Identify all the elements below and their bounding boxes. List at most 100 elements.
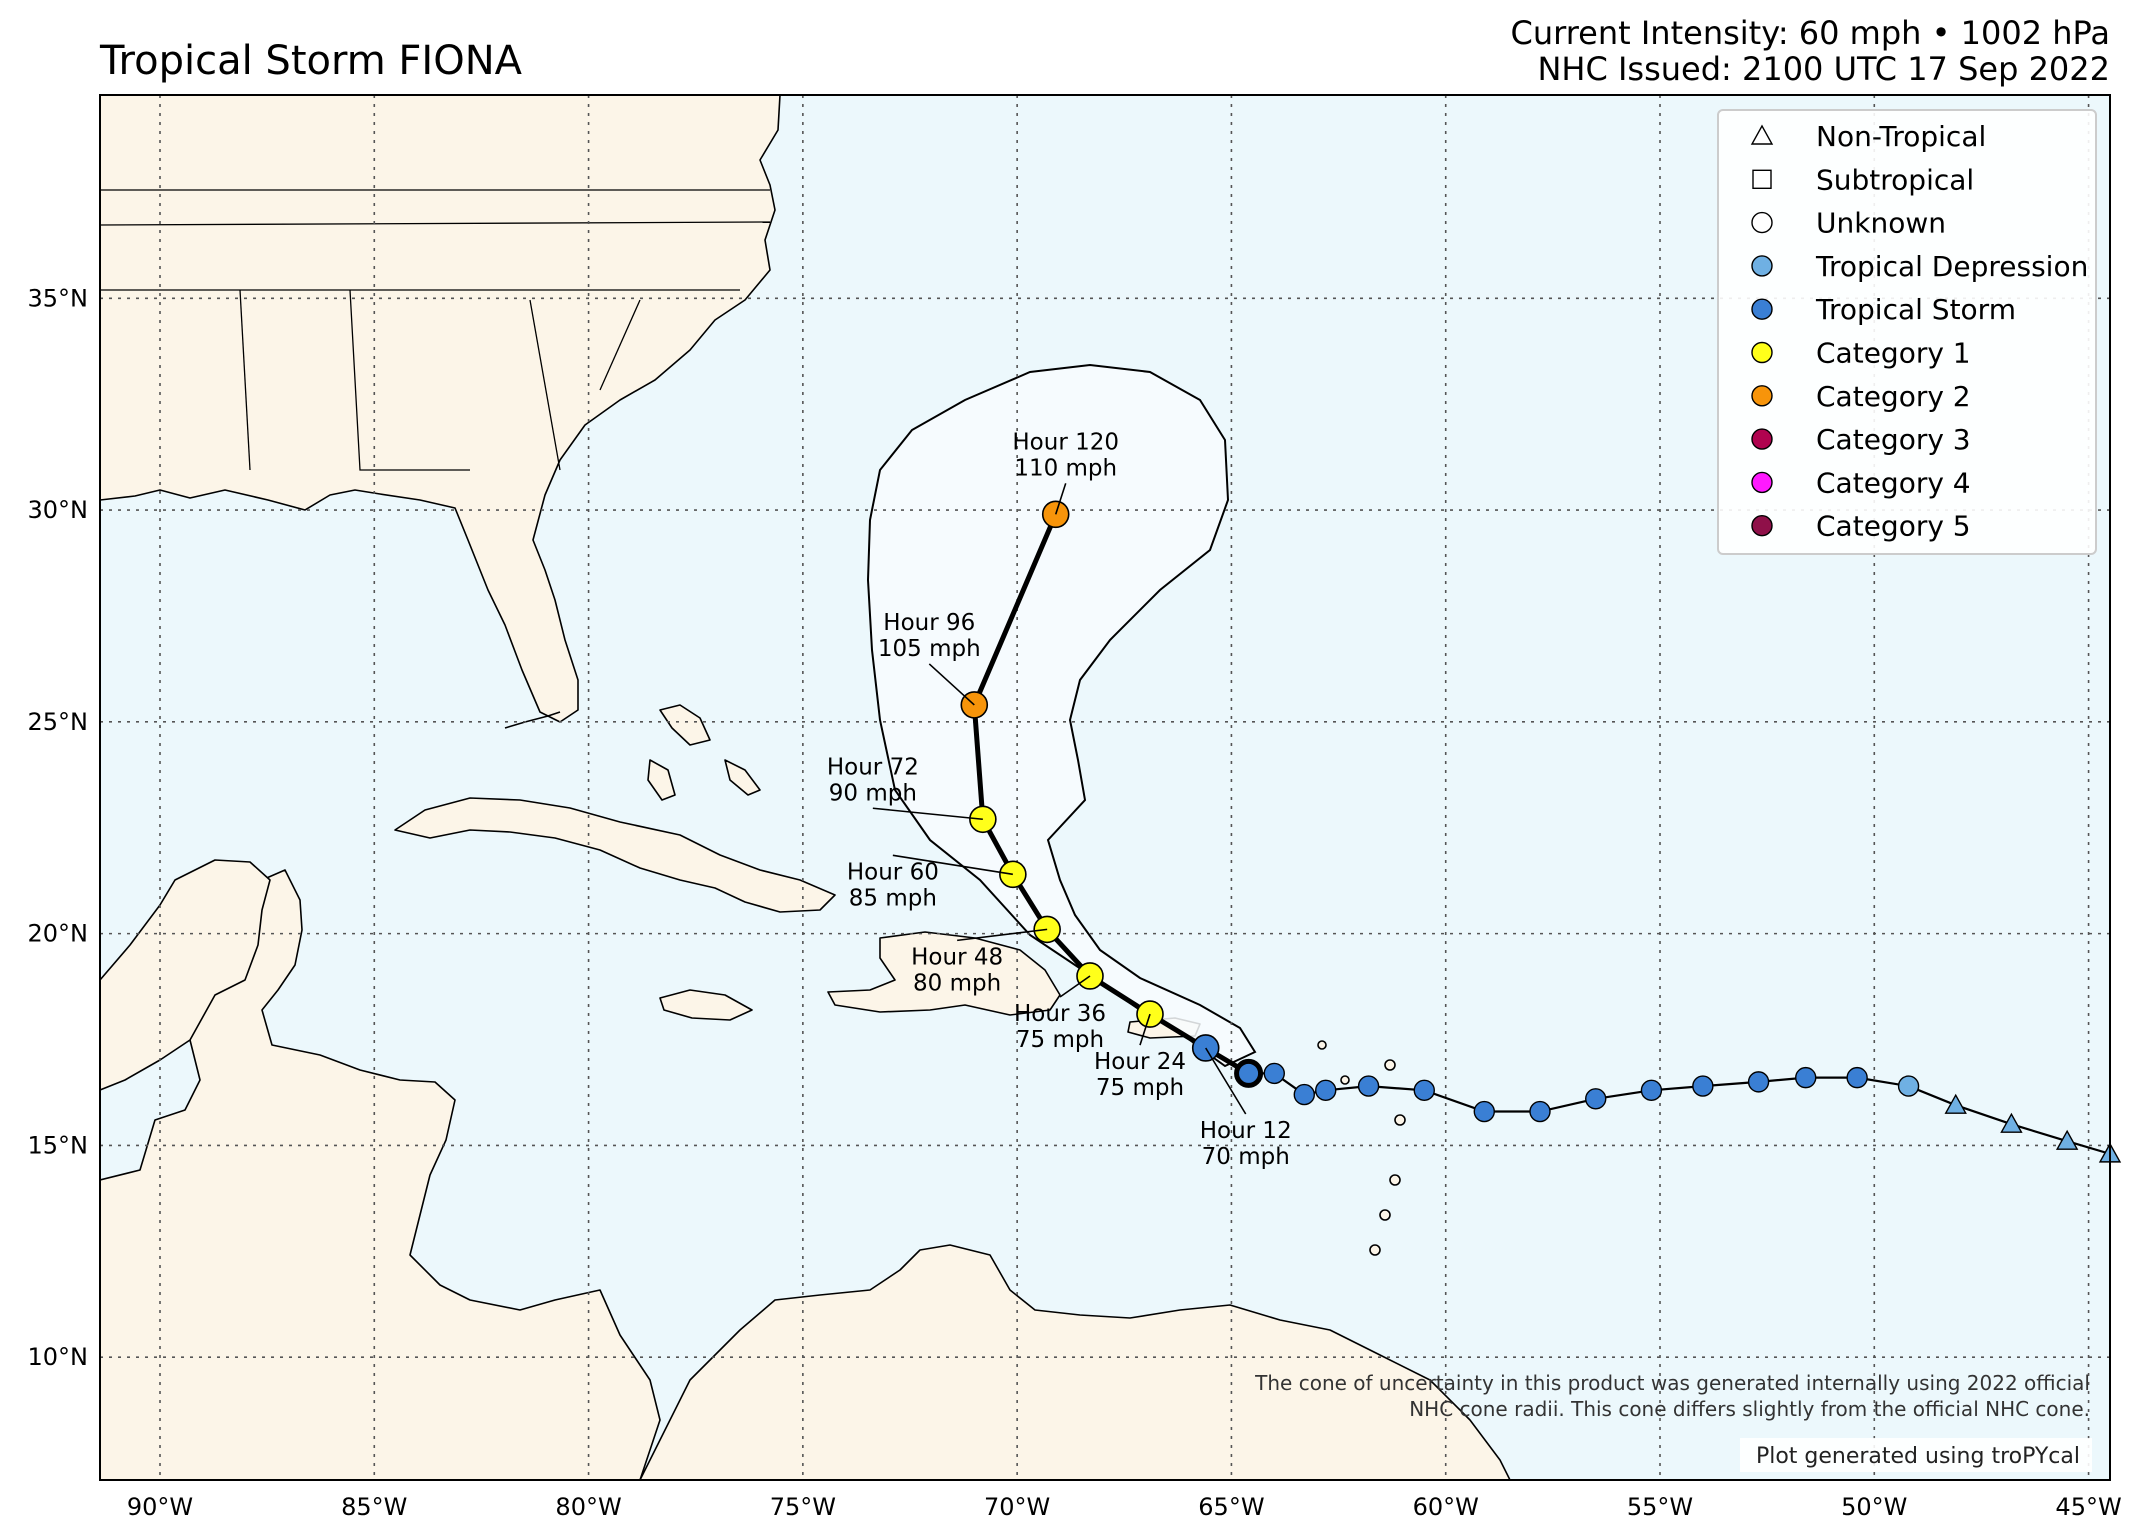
past-track-point xyxy=(1315,1079,1337,1102)
forecast-cone xyxy=(866,363,1257,1068)
land-layer xyxy=(100,95,1511,1480)
forecast-label-leader xyxy=(1054,483,1067,515)
lat-tick-label: 10°N xyxy=(28,1343,89,1371)
credit-text: Plot generated using troPYcal xyxy=(1756,1444,2080,1469)
past-track-point xyxy=(1529,1100,1551,1123)
lon-tick-label: 75°W xyxy=(770,1493,836,1521)
land-cuba xyxy=(394,797,836,913)
legend-label: Tropical Storm xyxy=(1815,293,2016,326)
forecast-hour-label: Hour 96 xyxy=(883,610,975,636)
forecast-hour-label: Hour 120 xyxy=(1012,429,1119,455)
lat-tick-label: 35°N xyxy=(28,284,89,312)
lat-tick-label: 20°N xyxy=(28,920,89,948)
page-title: Tropical Storm FIONA xyxy=(100,38,522,84)
past-track-point xyxy=(1640,1079,1663,1102)
forecast-wind-label: 75 mph xyxy=(1096,1075,1184,1101)
past-track-point xyxy=(1473,1100,1495,1123)
land-lesser-antilles xyxy=(1340,1075,1350,1085)
past-track-point xyxy=(1263,1062,1285,1085)
past-track-point xyxy=(1293,1083,1315,1106)
legend-label: Tropical Depression xyxy=(1815,250,2088,283)
lon-tick-label: 50°W xyxy=(1841,1493,1907,1521)
forecast-label-leader xyxy=(892,854,1013,876)
past-track-point xyxy=(1357,1075,1380,1097)
forecast-hour-label: Hour 12 xyxy=(1200,1118,1292,1144)
forecast-label-leader xyxy=(1205,1047,1247,1115)
land-lesser-antilles xyxy=(1369,1244,1381,1256)
land-hispaniola xyxy=(827,931,1061,1016)
cone-note-line-2: NHC cone radii. This cone differs slight… xyxy=(1409,1397,2090,1421)
lat-tick-label: 25°N xyxy=(28,708,89,736)
forecast-hour-label: Hour 24 xyxy=(1094,1049,1186,1075)
lon-tick-label: 85°W xyxy=(341,1493,407,1521)
legend-marker xyxy=(1750,124,1774,145)
forecast-label-leader xyxy=(1059,975,1091,998)
lon-tick-label: 45°W xyxy=(2055,1493,2121,1521)
lon-tick-label: 70°W xyxy=(984,1493,1050,1521)
lon-tick-label: 65°W xyxy=(1198,1493,1264,1521)
forecast-hour-label: Hour 48 xyxy=(911,944,1003,970)
past-track-point xyxy=(1944,1093,1967,1114)
legend-label: Category 5 xyxy=(1816,510,1971,543)
legend-marker xyxy=(1751,211,1773,234)
lon-tick-label: 90°W xyxy=(127,1493,193,1521)
past-track-point xyxy=(1692,1075,1714,1097)
legend-marker xyxy=(1751,428,1773,450)
land-florida-keys xyxy=(504,711,561,729)
past-track-point xyxy=(2055,1129,2079,1150)
past-track-point xyxy=(1795,1066,1817,1089)
forecast-wind-label: 90 mph xyxy=(829,780,917,806)
legend-marker xyxy=(1751,471,1773,494)
forecast-wind-label: 80 mph xyxy=(913,970,1001,996)
lon-tick-label: 60°W xyxy=(1413,1493,1479,1521)
past-track-point xyxy=(1413,1079,1435,1102)
land-south-america xyxy=(639,1244,1511,1480)
legend-marker xyxy=(1751,255,1773,277)
forecast-wind-label: 105 mph xyxy=(878,636,981,662)
credit-box xyxy=(1740,1438,2092,1472)
land-bahamas xyxy=(724,759,761,796)
current-position-marker xyxy=(1234,1058,1264,1088)
legend-marker xyxy=(1751,298,1773,320)
land-bahamas xyxy=(659,704,711,746)
lon-tick-label: 80°W xyxy=(555,1493,621,1521)
forecast-label-leader xyxy=(957,928,1048,942)
legend-label: Category 4 xyxy=(1816,466,1971,499)
cone-note-line-1: The cone of uncertainty in this product … xyxy=(1254,1371,2090,1395)
forecast-wind-label: 70 mph xyxy=(1202,1144,1290,1170)
land-lesser-antilles xyxy=(1389,1174,1401,1186)
land-lesser-antilles xyxy=(1379,1209,1391,1221)
past-track-point xyxy=(1585,1088,1607,1110)
forecast-point xyxy=(999,860,1027,889)
legend-label: Category 3 xyxy=(1816,423,1971,456)
forecast-wind-label: 110 mph xyxy=(1014,455,1117,481)
lat-tick-label: 15°N xyxy=(28,1131,89,1159)
past-track-point xyxy=(1897,1075,1920,1097)
forecast-label-leader xyxy=(1139,1013,1151,1046)
land-yucatan xyxy=(100,859,271,1091)
land-lesser-antilles xyxy=(1384,1059,1396,1071)
lon-tick-label: 55°W xyxy=(1627,1493,1693,1521)
land-lesser-antilles xyxy=(1317,1040,1327,1050)
legend-box xyxy=(1717,109,2097,555)
legend-marker xyxy=(1752,169,1772,190)
land-jamaica xyxy=(659,989,753,1021)
axis-ticks: 90°W 85°W 80°W 75°W 70°W 65°W 60°W 55°W 50°W 45°W… xyxy=(28,284,2122,1521)
forecast-hour-label: Hour 60 xyxy=(847,859,939,885)
forecast-label-leader xyxy=(928,663,975,706)
legend-label: Category 1 xyxy=(1816,337,1971,370)
forecast-hour-label: Hour 72 xyxy=(827,754,919,780)
land-lesser-antilles xyxy=(1394,1114,1406,1126)
nhc-issued-time: NHC Issued: 2100 UTC 17 Sep 2022 xyxy=(1537,50,2110,88)
legend-marker xyxy=(1751,515,1773,537)
past-track-point xyxy=(1846,1066,1868,1089)
forecast-label-leader xyxy=(872,807,983,821)
land-north-america xyxy=(100,95,781,723)
legend-label: Category 2 xyxy=(1816,380,1971,413)
land-bahamas xyxy=(647,759,676,801)
state-borders xyxy=(100,189,771,471)
legend: Non-Tropical Subtropical Unknown Tropical D… xyxy=(1717,109,2097,555)
current-intensity: Current Intensity: 60 mph • 1002 hPa xyxy=(1510,14,2111,52)
